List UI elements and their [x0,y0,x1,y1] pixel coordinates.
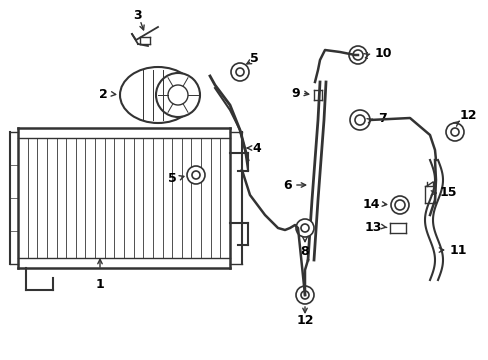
Circle shape [301,291,308,299]
Circle shape [230,63,248,81]
Circle shape [394,200,404,210]
Text: 1: 1 [96,278,104,291]
Text: 10: 10 [374,46,392,59]
Circle shape [354,115,364,125]
Circle shape [192,171,200,179]
Text: 5: 5 [249,51,258,64]
Circle shape [390,196,408,214]
Text: 13: 13 [364,220,381,234]
Circle shape [295,286,313,304]
Circle shape [295,219,313,237]
Circle shape [168,85,187,105]
Text: 4: 4 [251,141,260,154]
Circle shape [348,46,366,64]
Text: 9: 9 [291,86,299,99]
Text: 14: 14 [362,198,379,211]
Circle shape [156,73,200,117]
Text: 5: 5 [168,171,177,185]
Ellipse shape [120,67,196,123]
Text: 15: 15 [439,185,457,198]
Circle shape [301,224,308,232]
Text: 2: 2 [99,87,108,100]
Circle shape [352,50,362,60]
Text: 8: 8 [300,245,309,258]
Text: 12: 12 [296,314,313,327]
Circle shape [450,128,458,136]
Circle shape [445,123,463,141]
Circle shape [236,68,244,76]
Circle shape [186,166,204,184]
Text: 3: 3 [133,9,142,22]
Text: 11: 11 [449,243,467,257]
Text: 6: 6 [283,179,291,192]
Text: 12: 12 [459,108,476,122]
Text: 7: 7 [377,112,386,125]
Circle shape [349,110,369,130]
